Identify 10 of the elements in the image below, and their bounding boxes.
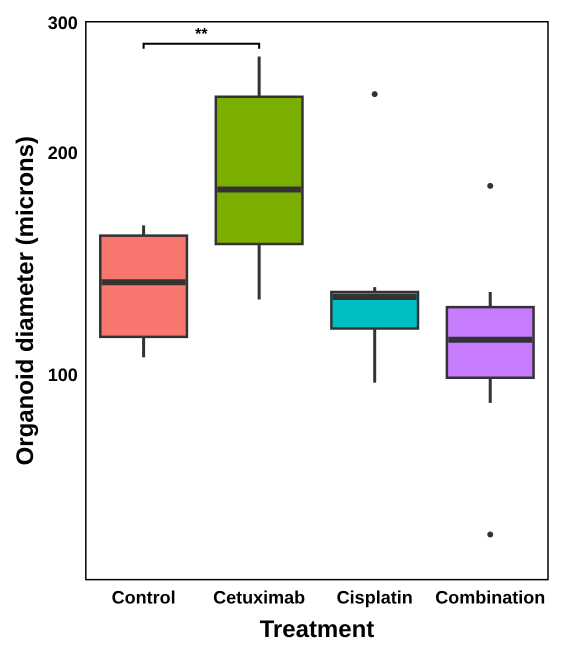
x-tick-label: Cisplatin	[336, 587, 413, 608]
y-tick-label: 300	[48, 12, 78, 33]
y-tick-label: 200	[48, 142, 78, 163]
x-tick-label: Combination	[435, 587, 546, 608]
x-tick-label: Control	[112, 587, 176, 608]
y-tick-label: 100	[48, 365, 78, 386]
x-axis-title: Treatment	[260, 616, 374, 644]
annotation: **	[195, 26, 208, 44]
y-axis-title: Organoid diameter (microns)	[12, 136, 40, 466]
x-tick-label: Cetuximab	[213, 587, 306, 608]
